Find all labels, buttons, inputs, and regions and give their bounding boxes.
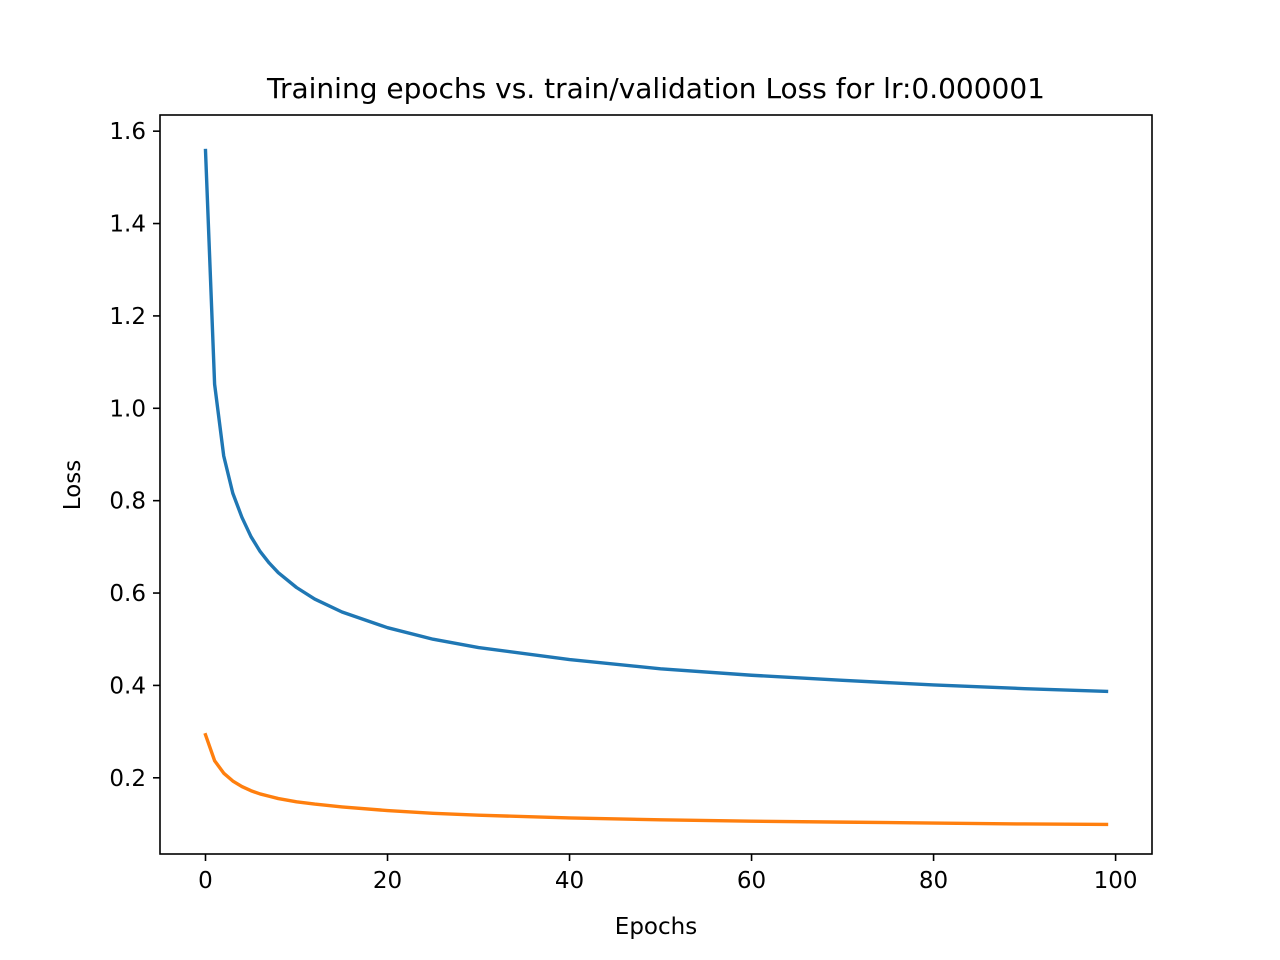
x-axis-label: Epochs bbox=[615, 914, 697, 940]
y-tick-label: 0.8 bbox=[109, 489, 146, 515]
x-tick-label: 20 bbox=[373, 868, 402, 894]
x-tick-label: 0 bbox=[198, 868, 213, 894]
series-layer bbox=[203, 148, 1109, 827]
y-tick-label: 0.4 bbox=[109, 673, 146, 699]
y-tick-label: 1.2 bbox=[109, 304, 146, 330]
x-axis-ticks: 0 20 40 60 80 100 bbox=[198, 854, 1138, 894]
y-tick-label: 1.0 bbox=[109, 396, 146, 422]
series-line-1 bbox=[203, 148, 1109, 694]
plot-frame bbox=[159, 114, 1153, 855]
y-axis-label: Loss bbox=[60, 460, 86, 510]
y-tick-label: 1.6 bbox=[109, 119, 146, 145]
x-tick-label: 40 bbox=[555, 868, 584, 894]
series-line-2 bbox=[203, 732, 1109, 827]
chart-title: Training epochs vs. train/validation Los… bbox=[266, 72, 1045, 105]
y-tick-label: 0.2 bbox=[109, 766, 146, 792]
y-tick-label: 1.4 bbox=[109, 212, 146, 238]
x-tick-label: 60 bbox=[737, 868, 766, 894]
y-axis-ticks: 0.2 0.4 0.6 0.8 1.0 1.2 1.4 1.6 bbox=[109, 119, 160, 792]
x-tick-label: 80 bbox=[919, 868, 948, 894]
y-tick-label: 0.6 bbox=[109, 581, 146, 607]
x-tick-label: 100 bbox=[1094, 868, 1138, 894]
